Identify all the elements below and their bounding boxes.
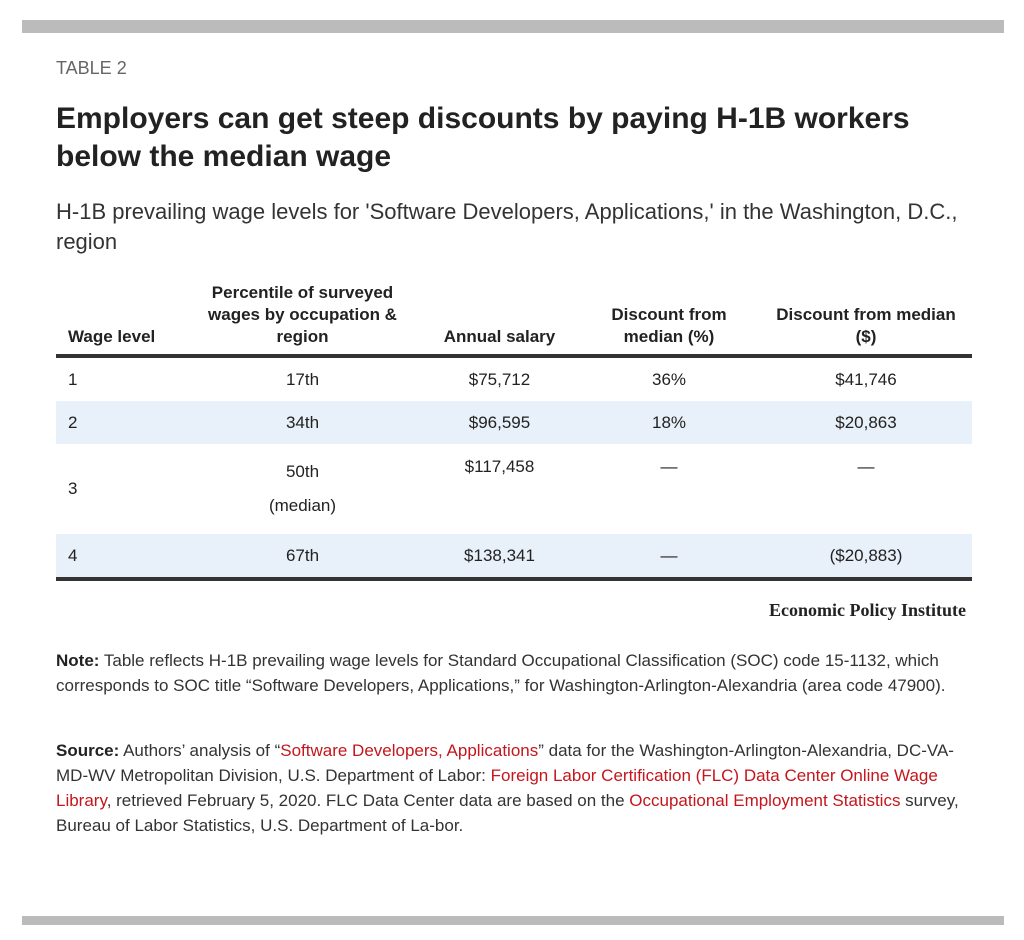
cell-percentile: 50th (median): [184, 444, 421, 534]
cell-discount-usd: —: [857, 457, 875, 476]
cell-discount-pct: —: [660, 457, 678, 476]
source-text: , retrieved February 5, 2020. FLC Data C…: [106, 791, 630, 810]
table-label: TABLE 2: [56, 58, 127, 78]
table-row: 2 34th $96,595 18% $20,863: [56, 401, 972, 444]
cell-wage-level: 4: [56, 534, 184, 581]
wage-table: Wage level Percentile of surveyed wages …: [56, 282, 972, 581]
epi-credit: Economic Policy Institute: [769, 600, 966, 620]
top-divider-bar: [22, 20, 1004, 33]
source-text: ” data for the Washington-Arlington-Alex…: [56, 741, 954, 785]
cell-percentile: 17th: [285, 369, 320, 389]
source: Source: Authors’ analysis of “Software D…: [56, 738, 971, 838]
cell-wage-level: 1: [68, 369, 78, 389]
col-header-discount-usd: Discount from median ($): [760, 282, 972, 358]
cell-discount-pct: —: [578, 534, 760, 581]
source-link-flc-wage-library[interactable]: Foreign Labor Certification (FLC) Data C…: [56, 766, 938, 810]
cell-salary: $138,341: [421, 534, 578, 581]
col-header-salary: Annual salary: [421, 282, 578, 358]
cell-discount-usd: $41,746: [835, 369, 897, 389]
note: Note: Table reflects H-1B prevailing wag…: [56, 648, 971, 698]
cell-salary: $96,595: [421, 401, 578, 444]
cell-salary: $117,458: [464, 457, 535, 476]
cell-discount-usd: $20,863: [760, 401, 972, 444]
cell-discount-usd: ($20,883): [760, 534, 972, 581]
bottom-divider-bar: [22, 916, 1004, 925]
cell-percentile: 67th: [184, 534, 421, 581]
percentile-note: (median): [268, 496, 337, 515]
source-link-software-developers[interactable]: Software Developers, Applications: [280, 741, 539, 760]
source-text: Authors’ analysis of “: [119, 741, 281, 760]
cell-wage-level: 3: [68, 479, 78, 498]
cell-wage-level: 2: [56, 401, 184, 444]
page-title: Employers can get steep discounts by pay…: [56, 102, 910, 173]
note-label: Note:: [56, 651, 100, 670]
col-header-discount-pct: Discount from median (%): [578, 282, 760, 358]
col-header-wage-level: Wage level: [56, 282, 184, 358]
note-text: Table reflects H-1B prevailing wage leve…: [56, 651, 946, 695]
cell-discount-pct: 36%: [651, 369, 687, 389]
source-text: survey, Bureau of Labor Statistics, U.S.…: [56, 791, 959, 835]
table-row: 4 67th $138,341— ($20,883): [56, 534, 972, 581]
table-header-row: Wage level Percentile of surveyed wages …: [56, 282, 972, 358]
source-label: Source:: [56, 741, 120, 760]
page-subtitle: H-1B prevailing wage levels for 'Softwar…: [56, 199, 958, 254]
table-row: 1 17th $75,712 36% $41,746: [56, 356, 972, 401]
col-header-percentile: Percentile of surveyed wages by occupati…: [184, 282, 421, 358]
table-row: 3 50th (median) $117,458 — —: [56, 444, 972, 534]
percentile-value: 50th: [285, 462, 320, 481]
cell-percentile: 34th: [184, 401, 421, 444]
cell-salary: $75,712: [468, 369, 531, 389]
cell-discount-pct: 18%: [578, 401, 760, 444]
source-link-oes[interactable]: Occupational Employment Statistics: [629, 791, 901, 810]
